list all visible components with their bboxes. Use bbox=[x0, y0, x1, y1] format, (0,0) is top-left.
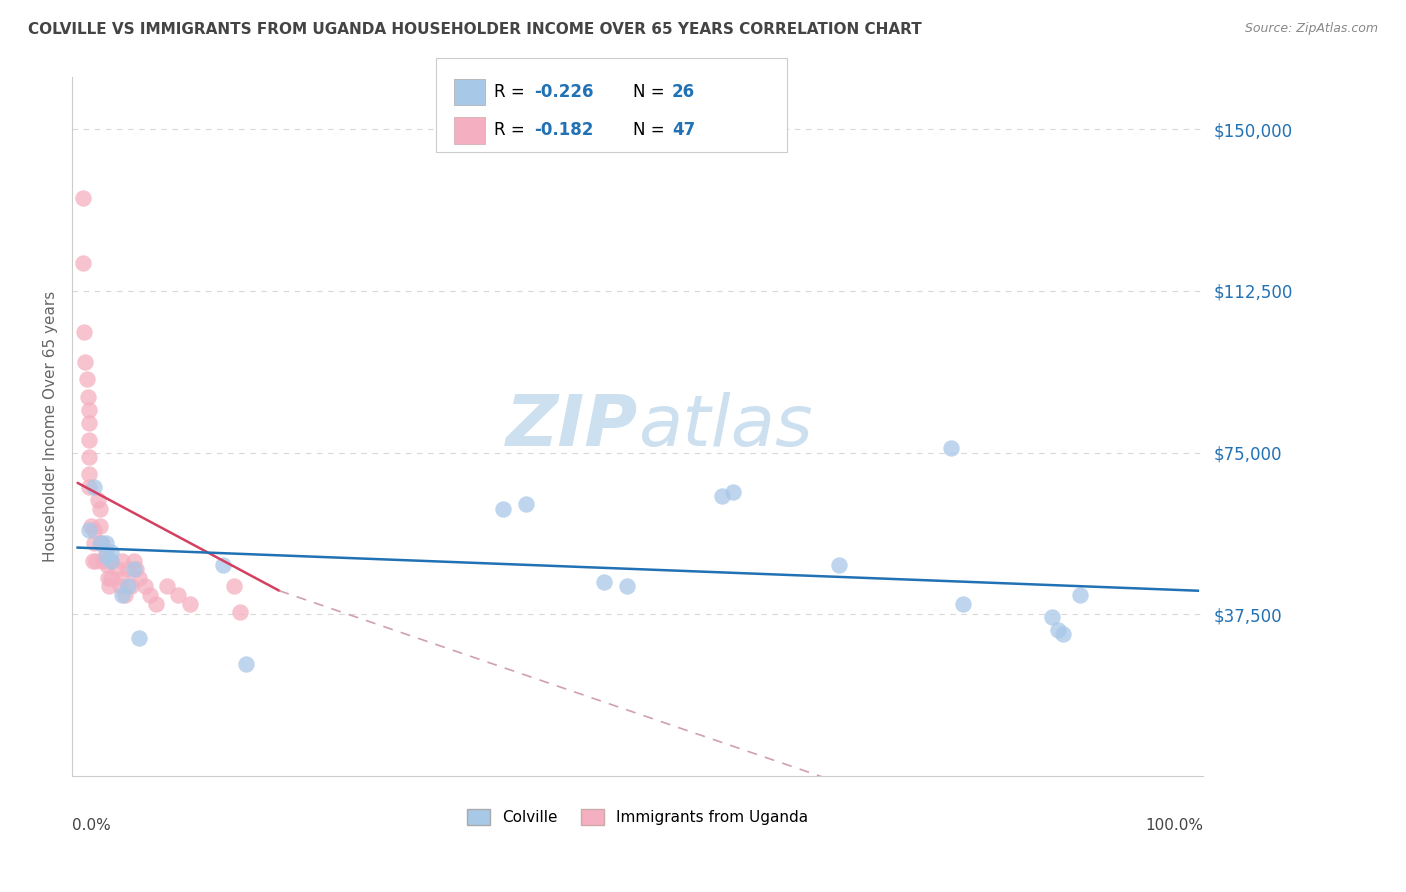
Point bbox=[235, 657, 257, 671]
Point bbox=[1040, 609, 1063, 624]
Point bbox=[114, 588, 136, 602]
Point bbox=[93, 553, 115, 567]
Text: N =: N = bbox=[633, 121, 669, 139]
Point bbox=[710, 489, 733, 503]
Point bbox=[72, 256, 94, 270]
Point bbox=[941, 442, 963, 456]
Point bbox=[492, 501, 515, 516]
Point bbox=[179, 597, 201, 611]
Point bbox=[156, 579, 179, 593]
Point bbox=[117, 579, 139, 593]
Point bbox=[100, 571, 122, 585]
Text: 47: 47 bbox=[672, 121, 696, 139]
Point bbox=[122, 562, 145, 576]
Point bbox=[77, 450, 100, 464]
Text: -0.226: -0.226 bbox=[534, 83, 593, 101]
Point bbox=[100, 545, 122, 559]
Point bbox=[94, 549, 117, 564]
Text: Source: ZipAtlas.com: Source: ZipAtlas.com bbox=[1244, 22, 1378, 36]
Point bbox=[128, 631, 150, 645]
Point bbox=[212, 558, 235, 572]
Point bbox=[145, 597, 167, 611]
Point bbox=[721, 484, 744, 499]
Point bbox=[229, 605, 252, 619]
Text: COLVILLE VS IMMIGRANTS FROM UGANDA HOUSEHOLDER INCOME OVER 65 YEARS CORRELATION : COLVILLE VS IMMIGRANTS FROM UGANDA HOUSE… bbox=[28, 22, 922, 37]
Legend: Colville, Immigrants from Uganda: Colville, Immigrants from Uganda bbox=[461, 803, 814, 831]
Point bbox=[122, 553, 145, 567]
Point bbox=[82, 553, 104, 567]
Point bbox=[515, 498, 537, 512]
Point bbox=[84, 553, 107, 567]
Point bbox=[77, 480, 100, 494]
Point bbox=[111, 553, 134, 567]
Point bbox=[952, 597, 974, 611]
Point bbox=[94, 536, 117, 550]
Point bbox=[100, 553, 122, 567]
Point bbox=[111, 588, 134, 602]
Point bbox=[1069, 588, 1091, 602]
Point bbox=[96, 558, 118, 572]
Point bbox=[105, 562, 128, 576]
Point bbox=[83, 536, 105, 550]
Point bbox=[98, 579, 121, 593]
Point bbox=[72, 191, 94, 205]
Point bbox=[125, 562, 148, 576]
Point bbox=[134, 579, 156, 593]
Text: atlas: atlas bbox=[638, 392, 813, 461]
Point bbox=[828, 558, 851, 572]
Point bbox=[120, 579, 142, 593]
Point bbox=[87, 493, 110, 508]
Point bbox=[97, 571, 120, 585]
Point bbox=[80, 519, 103, 533]
Point bbox=[77, 467, 100, 482]
Point bbox=[94, 545, 117, 559]
Y-axis label: Householder Income Over 65 years: Householder Income Over 65 years bbox=[44, 291, 58, 563]
Point bbox=[77, 402, 100, 417]
Point bbox=[73, 325, 96, 339]
Point bbox=[75, 355, 97, 369]
Point bbox=[89, 501, 111, 516]
Point bbox=[616, 579, 638, 593]
Point bbox=[77, 416, 100, 430]
Point bbox=[83, 480, 105, 494]
Text: N =: N = bbox=[633, 83, 669, 101]
Point bbox=[77, 524, 100, 538]
Text: -0.182: -0.182 bbox=[534, 121, 593, 139]
Point bbox=[91, 536, 114, 550]
Point bbox=[117, 562, 139, 576]
Point bbox=[76, 390, 98, 404]
Text: ZIP: ZIP bbox=[506, 392, 638, 461]
Point bbox=[89, 536, 111, 550]
Point bbox=[128, 571, 150, 585]
Text: 100.0%: 100.0% bbox=[1146, 818, 1204, 833]
Point bbox=[76, 372, 98, 386]
Text: R =: R = bbox=[494, 121, 530, 139]
Point bbox=[224, 579, 246, 593]
Point bbox=[90, 536, 112, 550]
Point bbox=[89, 519, 111, 533]
Point bbox=[139, 588, 162, 602]
Point bbox=[100, 553, 122, 567]
Point bbox=[83, 524, 105, 538]
Point bbox=[77, 433, 100, 447]
Point bbox=[593, 575, 616, 590]
Point bbox=[108, 579, 131, 593]
Point bbox=[1046, 623, 1069, 637]
Point bbox=[167, 588, 190, 602]
Text: R =: R = bbox=[494, 83, 530, 101]
Text: 26: 26 bbox=[672, 83, 695, 101]
Text: 0.0%: 0.0% bbox=[72, 818, 111, 833]
Point bbox=[1052, 627, 1074, 641]
Point bbox=[111, 571, 134, 585]
